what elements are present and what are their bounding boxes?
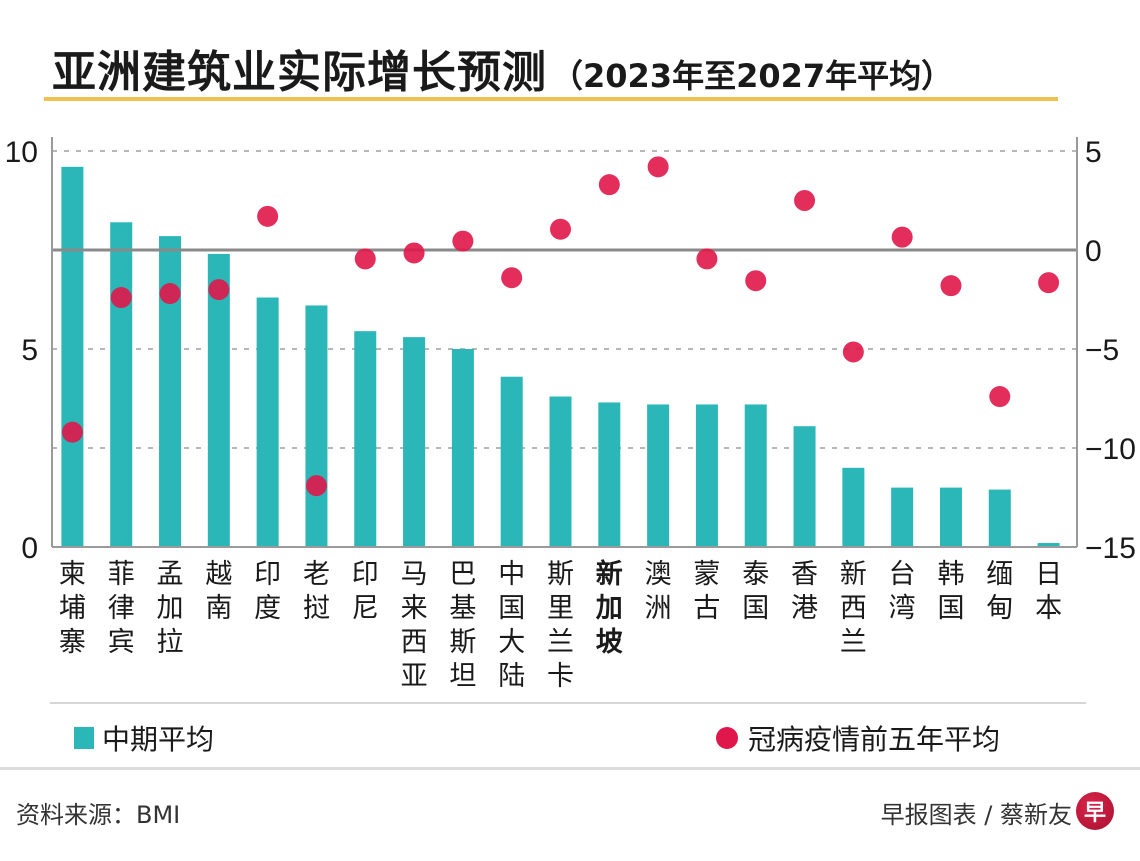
category-label: 新加坡: [596, 558, 623, 658]
title-subtitle: （2023年至2027年平均）: [551, 57, 954, 95]
data-point: [598, 174, 620, 196]
bar: [1037, 543, 1060, 547]
category-label: 缅甸: [986, 559, 1013, 624]
data-point: [794, 190, 816, 211]
legend-bar-label: 中期平均: [102, 723, 215, 756]
chart-title: 亚洲建筑业实际增长预测 （2023年至2027年平均）: [52, 36, 953, 100]
category-label: 孟加拉: [157, 559, 184, 658]
data-point: [452, 230, 474, 252]
data-point: [842, 341, 864, 363]
data-point: [647, 156, 669, 178]
category-label: 柬埔寨: [59, 559, 86, 658]
legend-item-bar: 中期平均: [74, 718, 214, 758]
right-tick-label: −10: [1085, 433, 1136, 466]
category-label: 斯里兰卡: [547, 559, 574, 692]
data-point: [891, 226, 913, 248]
data-point: [305, 475, 327, 497]
right-tick-label: 0: [1085, 235, 1102, 268]
right-tick-label: −15: [1085, 532, 1136, 565]
legend-divider: [50, 702, 1086, 704]
category-label: 香港: [791, 559, 818, 624]
bar: [207, 253, 230, 547]
bar: [988, 489, 1011, 547]
bar: [256, 297, 279, 547]
category-label: 印度: [254, 559, 281, 624]
bar: [842, 467, 865, 547]
bar: [305, 305, 328, 547]
bar: [549, 396, 572, 547]
legend-dot-swatch: [716, 727, 738, 749]
bar: [598, 402, 621, 547]
left-tick-label: 10: [5, 136, 38, 169]
title-underline: [44, 97, 1058, 101]
bar: [500, 376, 523, 547]
right-tick-label: 5: [1085, 136, 1102, 169]
zaobao-logo-icon: 早: [1076, 792, 1114, 830]
left-tick-label: 0: [21, 532, 38, 565]
bar: [695, 404, 718, 547]
data-point: [696, 248, 718, 270]
bar: [354, 331, 377, 547]
left-tick-label: 5: [21, 334, 38, 367]
legend-item-dot: 冠病疫情前五年平均: [716, 718, 1000, 758]
bar: [939, 487, 962, 547]
data-point: [257, 205, 279, 227]
bar: [403, 337, 426, 547]
data-point: [208, 279, 230, 301]
category-label: 台湾: [889, 559, 916, 624]
data-point: [354, 248, 376, 270]
title-main: 亚洲建筑业实际增长预测: [52, 47, 547, 98]
category-label: 巴基斯坦: [449, 559, 476, 692]
category-label: 越南: [205, 559, 232, 624]
category-label: 菲律宾: [108, 559, 135, 658]
data-point: [403, 242, 425, 264]
category-label: 澳洲: [645, 559, 672, 624]
category-label: 老挝: [303, 559, 330, 624]
legend-bar-swatch: [74, 727, 94, 749]
bar: [61, 166, 84, 547]
data-point: [940, 275, 962, 297]
bar: [793, 426, 816, 547]
category-label: 泰国: [742, 559, 769, 624]
data-point: [1038, 272, 1060, 294]
bar: [647, 404, 670, 547]
data-point: [989, 386, 1011, 408]
data-point: [61, 421, 83, 443]
category-label: 马来西亚: [401, 559, 428, 692]
source-note: 资料来源：BMI: [16, 801, 181, 829]
category-label: 新西兰: [840, 559, 867, 658]
bar: [744, 404, 767, 547]
data-point: [550, 218, 571, 240]
legend-dot-label: 冠病疫情前五年平均: [748, 723, 1001, 756]
footer-divider: [0, 767, 1140, 770]
data-point: [110, 287, 132, 309]
category-label: 中国大陆: [498, 559, 525, 692]
right-tick-label: −5: [1085, 334, 1119, 367]
category-label: 韩国: [937, 559, 964, 624]
category-label: 印尼: [352, 559, 379, 624]
category-label: 蒙古: [693, 559, 720, 624]
chart-svg: 0 5 10 −15 −10 −5 0 5 柬埔寨菲律宾孟加拉越南印度老挝印尼马来西亚巴基斯坦中…: [5, 136, 1136, 692]
bar: [891, 487, 914, 547]
category-label: 日本: [1035, 559, 1062, 624]
bar: [159, 236, 182, 547]
credit-note: 早报图表 / 蔡新友: [880, 801, 1072, 829]
data-point: [745, 270, 767, 292]
data-point: [159, 283, 181, 305]
bar: [451, 349, 474, 547]
bar: [110, 222, 133, 547]
data-point: [501, 267, 523, 289]
